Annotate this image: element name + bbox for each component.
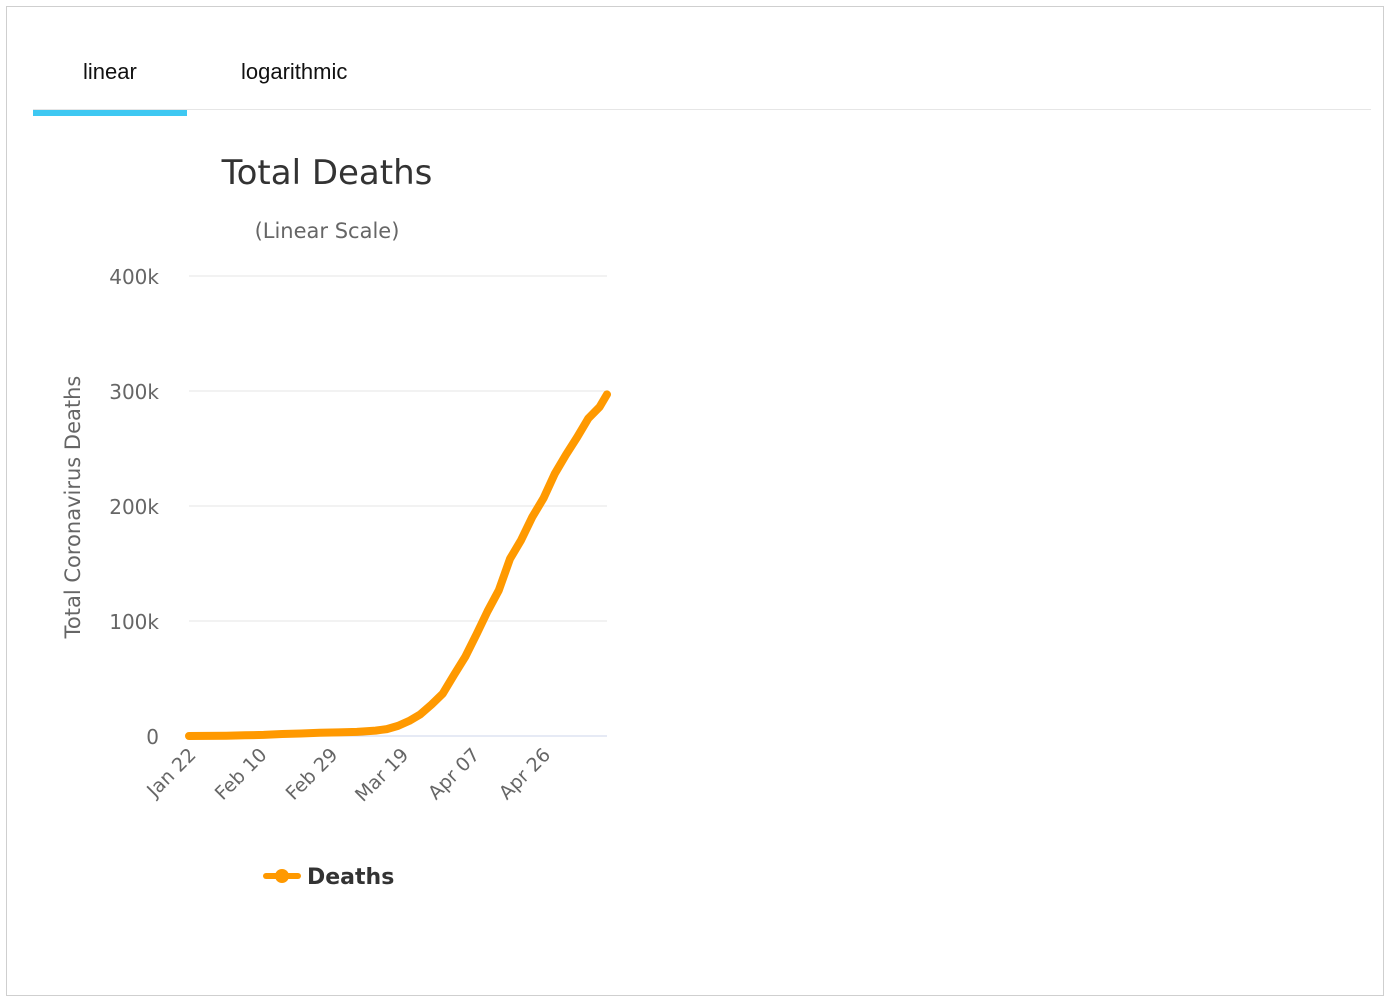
y-tick-label: 200k bbox=[109, 495, 159, 519]
data-point[interactable] bbox=[585, 415, 591, 421]
legend-label: Deaths bbox=[307, 865, 394, 890]
data-point[interactable] bbox=[451, 672, 457, 678]
data-point[interactable] bbox=[317, 730, 323, 736]
data-point[interactable] bbox=[518, 537, 524, 543]
data-point[interactable] bbox=[563, 452, 569, 458]
data-point[interactable] bbox=[440, 691, 446, 697]
legend[interactable]: Deaths bbox=[263, 865, 394, 890]
data-point[interactable] bbox=[429, 702, 435, 707]
y-tick-label: 0 bbox=[146, 725, 159, 749]
data-point[interactable] bbox=[496, 587, 502, 593]
legend-marker bbox=[275, 869, 289, 883]
tab-logarithmic[interactable]: logarithmic bbox=[241, 59, 348, 84]
data-point[interactable] bbox=[384, 726, 390, 732]
data-point[interactable] bbox=[354, 729, 360, 735]
data-point[interactable] bbox=[485, 608, 491, 614]
data-point[interactable] bbox=[335, 729, 341, 735]
data-point[interactable] bbox=[552, 471, 558, 477]
data-point[interactable] bbox=[279, 731, 285, 737]
data-point[interactable] bbox=[574, 434, 580, 440]
y-tick-label: 300k bbox=[109, 380, 159, 404]
data-point[interactable] bbox=[261, 732, 267, 738]
data-point[interactable] bbox=[406, 718, 412, 724]
x-tick-label: Apr 07 bbox=[424, 744, 484, 804]
active-tab-indicator bbox=[33, 110, 187, 116]
data-point[interactable] bbox=[417, 711, 423, 717]
x-tick-label: Mar 19 bbox=[351, 744, 413, 806]
data-point[interactable] bbox=[597, 404, 602, 410]
y-tick-label: 100k bbox=[109, 610, 159, 634]
grid bbox=[189, 275, 607, 737]
data-point[interactable] bbox=[529, 514, 535, 520]
data-point[interactable] bbox=[298, 731, 304, 736]
data-point[interactable] bbox=[462, 654, 468, 660]
data-point[interactable] bbox=[373, 728, 379, 734]
data-point[interactable] bbox=[604, 391, 610, 397]
series-area bbox=[185, 390, 611, 740]
chart-panel: linear logarithmic bbox=[6, 6, 1384, 996]
chart-subtitle: (Linear Scale) bbox=[255, 219, 400, 243]
data-point[interactable] bbox=[541, 495, 547, 501]
x-tick-label: Apr 26 bbox=[495, 744, 555, 804]
data-point[interactable] bbox=[205, 733, 211, 739]
x-tick-label: Feb 10 bbox=[211, 744, 272, 805]
data-point[interactable] bbox=[223, 733, 229, 739]
scale-tabs: linear logarithmic bbox=[33, 47, 1371, 116]
data-point[interactable] bbox=[507, 556, 513, 562]
data-point[interactable] bbox=[242, 732, 248, 738]
chart-title: Total Deaths bbox=[221, 153, 433, 193]
data-point[interactable] bbox=[473, 632, 479, 637]
tab-linear[interactable]: linear bbox=[83, 59, 137, 84]
x-tick-label: Jan 22 bbox=[142, 744, 200, 802]
data-point[interactable] bbox=[186, 733, 192, 739]
y-axis-labels: 0 100k 200k 300k 400k bbox=[109, 265, 159, 749]
y-axis-title: Total Coronavirus Deaths bbox=[61, 376, 85, 640]
deaths-series-line[interactable] bbox=[185, 390, 611, 740]
y-tick-label: 400k bbox=[109, 265, 159, 289]
x-tick-label: Feb 29 bbox=[282, 744, 343, 805]
x-axis-labels: Jan 22 Feb 10 Feb 29 Mar 19 Apr 07 Apr 26 bbox=[142, 744, 555, 806]
data-point[interactable] bbox=[395, 723, 401, 729]
